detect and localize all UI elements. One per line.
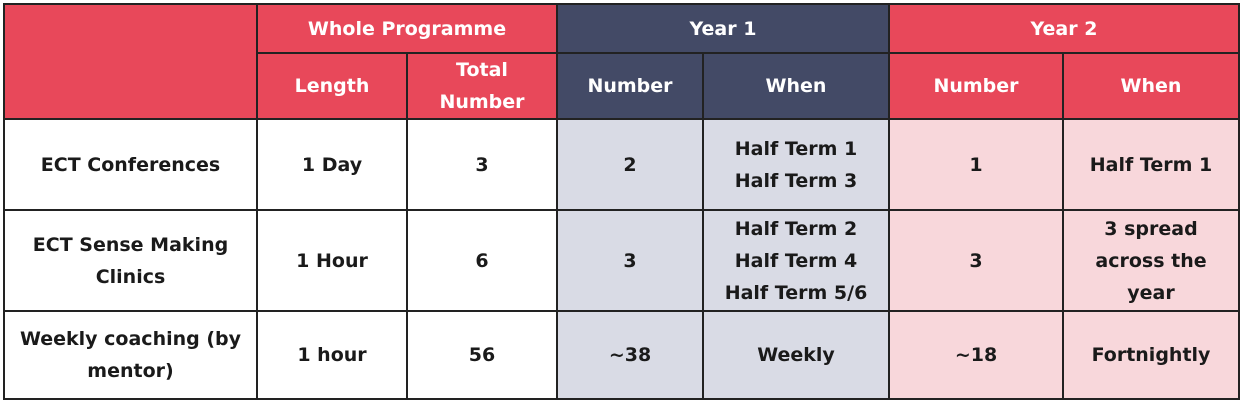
- row-name-cell: ECT Conferences: [3, 118, 258, 211]
- header-total-number-line: Total: [456, 59, 508, 81]
- row-year2-when-line: Half Term 1: [1089, 153, 1213, 176]
- header-corner-cell: [3, 3, 258, 120]
- row-year2-when-line: 3 spread: [1104, 217, 1198, 240]
- row-name-line: ECT Conferences: [40, 153, 221, 176]
- header-sub-row: Length Total Number Number When Number W…: [4, 52, 1240, 120]
- row-year1-when-line: Half Term 5/6: [724, 281, 868, 304]
- header-year-2: Year 2: [888, 3, 1240, 54]
- row-year2-when-cell: 3 spread across the year: [1062, 209, 1240, 312]
- row-year2-number-cell: ~18: [888, 310, 1064, 400]
- header-total-number-line: Number: [439, 91, 525, 113]
- row-year1-when-line: Half Term 2: [734, 217, 858, 240]
- programme-table-wrapper: Whole Programme Year 1 Year 2 Length Tot…: [3, 3, 1240, 400]
- row-length-cell: 1 hour: [256, 310, 408, 400]
- header-whole-programme: Whole Programme: [256, 3, 558, 54]
- header-year1-when: When: [702, 52, 890, 120]
- row-year1-when-cell: Half Term 2 Half Term 4 Half Term 5/6: [702, 209, 890, 312]
- table-row: ECT Conferences 1 Day 3 2 Half Term 1 Ha…: [3, 118, 1240, 211]
- row-year2-when-line: across the: [1095, 249, 1207, 272]
- row-length-cell: 1 Hour: [256, 209, 408, 312]
- row-name-line: Clinics: [95, 265, 166, 288]
- row-name-line: mentor): [87, 360, 174, 382]
- row-name-cell: ECT Sense Making Clinics: [3, 209, 258, 312]
- row-year1-when-line: Weekly: [757, 344, 835, 366]
- row-name-line: ECT Sense Making: [32, 233, 229, 256]
- row-year1-when-line: Half Term 4: [734, 249, 858, 272]
- row-year1-number-cell: ~38: [556, 310, 704, 400]
- row-year2-number-cell: 3: [888, 209, 1064, 312]
- row-year1-when-line: Half Term 3: [734, 169, 858, 192]
- row-total-cell: 6: [406, 209, 558, 312]
- row-year1-when-cell: Weekly: [702, 310, 890, 400]
- row-name-cell: Weekly coaching (by mentor): [3, 310, 258, 400]
- header-total-number: Total Number: [406, 52, 558, 120]
- header-year1-number: Number: [556, 52, 704, 120]
- row-year2-number-cell: 1: [888, 118, 1064, 211]
- row-year2-when-cell: Fortnightly: [1062, 310, 1240, 400]
- row-year2-when-line: year: [1127, 281, 1175, 304]
- row-length-cell: 1 Day: [256, 118, 408, 211]
- row-year1-number-cell: 3: [556, 209, 704, 312]
- programme-table: Whole Programme Year 1 Year 2 Length Tot…: [3, 3, 1240, 400]
- row-name-line: Weekly coaching (by: [19, 328, 242, 350]
- row-year1-when-line: Half Term 1: [734, 137, 858, 160]
- header-year2-when: When: [1062, 52, 1240, 120]
- row-year1-when-cell: Half Term 1 Half Term 3: [702, 118, 890, 211]
- table-row: ECT Sense Making Clinics 1 Hour 6 3 Half…: [3, 209, 1240, 312]
- header-year-1: Year 1: [556, 3, 890, 54]
- header-group-row: Whole Programme Year 1 Year 2: [3, 3, 1240, 120]
- row-total-cell: 56: [406, 310, 558, 400]
- table-row: Weekly coaching (by mentor) 1 hour 56 ~3…: [3, 310, 1240, 400]
- row-year2-when-cell: Half Term 1: [1062, 118, 1240, 211]
- row-year2-when-line: Fortnightly: [1091, 344, 1211, 366]
- header-year2-number: Number: [888, 52, 1064, 120]
- row-total-cell: 3: [406, 118, 558, 211]
- header-length: Length: [256, 52, 408, 120]
- row-year1-number-cell: 2: [556, 118, 704, 211]
